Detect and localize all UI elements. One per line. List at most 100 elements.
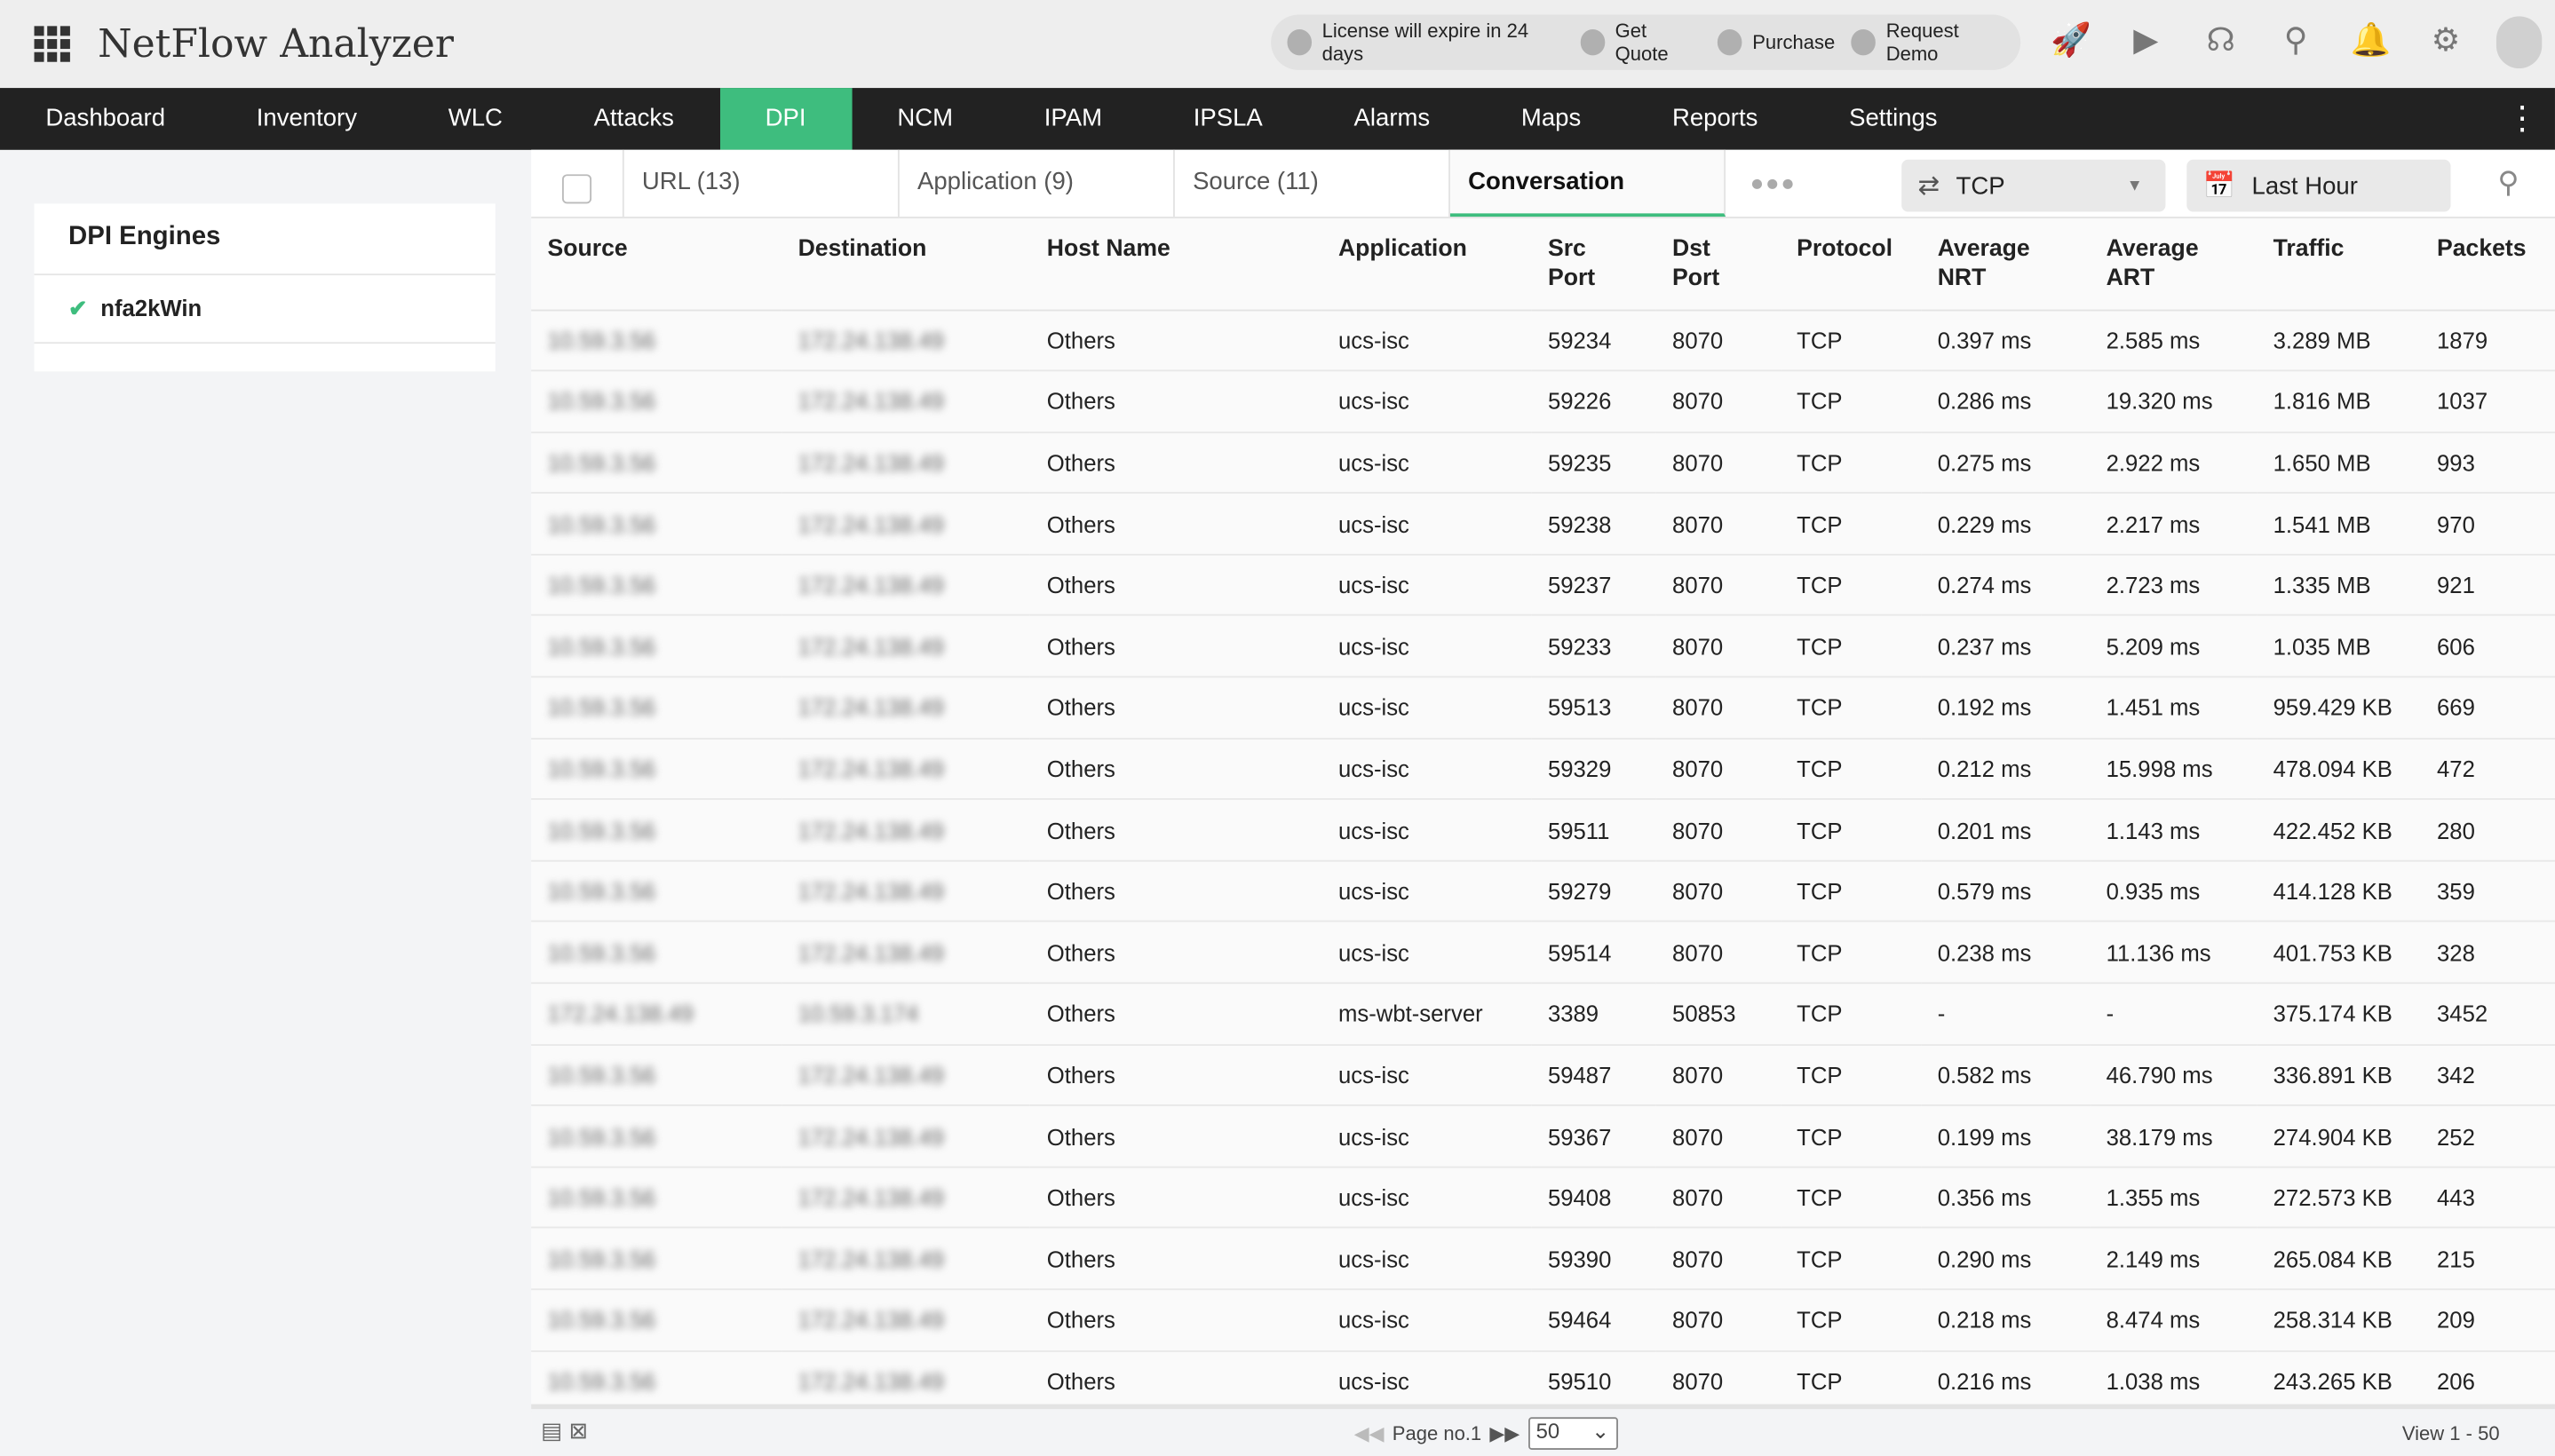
table-row[interactable]: 10.59.3.56 172.24.138.49 Others ucs-isc 5951… <box>531 799 2555 862</box>
table-row[interactable]: 10.59.3.56 172.24.138.49 Others ucs-isc 5951… <box>531 1350 2555 1413</box>
tab-application[interactable]: Application (9) <box>900 149 1175 218</box>
table-row[interactable]: 10.59.3.56 172.24.138.49 Others ucs-isc 5923… <box>531 554 2555 617</box>
nav-dashboard[interactable]: Dashboard <box>45 104 166 132</box>
cell-traffic: 1.541 MB <box>2257 493 2421 556</box>
cell-host-name: Others <box>1030 1167 1322 1230</box>
cell-dst-port: 50853 <box>1655 983 1781 1046</box>
main-panel: URL (13) Application (9) Source (11) Con… <box>531 149 2555 1456</box>
table-row[interactable]: 10.59.3.56 172.24.138.49 Others ucs-isc 5927… <box>531 860 2555 923</box>
column-header[interactable]: Source <box>531 218 782 311</box>
cell-average-art: 2.723 ms <box>2090 554 2257 617</box>
cell-protocol: TCP <box>1780 738 1922 801</box>
nav-alarms[interactable]: Alarms <box>1353 104 1431 132</box>
cell-destination: 10.59.3.174 <box>782 983 1031 1046</box>
next-page-icon[interactable]: ▶▶ <box>1489 1421 1520 1445</box>
table-row[interactable]: 10.59.3.56 172.24.138.49 Others ucs-isc 5951… <box>531 677 2555 740</box>
column-header[interactable]: Protocol <box>1780 218 1922 311</box>
cell-source: 10.59.3.56 <box>531 1350 782 1413</box>
table-row[interactable]: 10.59.3.56 172.24.138.49 Others ucs-isc 5951… <box>531 922 2555 985</box>
bell-icon[interactable]: 🔔 <box>2350 22 2392 59</box>
column-header[interactable]: Average NRT <box>1921 218 2091 311</box>
table-row[interactable]: 10.59.3.56 172.24.138.49 Others ucs-isc 5922… <box>531 370 2555 433</box>
cell-dst-port: 8070 <box>1655 370 1781 433</box>
cell-source: 10.59.3.56 <box>531 431 782 495</box>
table-row[interactable]: 10.59.3.56 172.24.138.49 Others ucs-isc 5940… <box>531 1167 2555 1230</box>
presentation-icon[interactable]: ▶ <box>2133 22 2159 59</box>
rocket-icon[interactable]: 🚀 <box>2051 22 2091 59</box>
cell-destination: 172.24.138.49 <box>782 1105 1031 1168</box>
select-all-checkbox[interactable] <box>531 149 624 218</box>
tab-url[interactable]: URL (13) <box>624 149 900 218</box>
tab-conversation[interactable]: Conversation <box>1449 149 1726 218</box>
nav-wlc[interactable]: WLC <box>448 104 503 132</box>
cell-application: ucs-isc <box>1321 370 1532 433</box>
prev-page-icon[interactable]: ◀◀ <box>1353 1421 1385 1445</box>
nav-ipsla[interactable]: IPSLA <box>1193 104 1263 132</box>
protocol-value: TCP <box>1956 171 2005 200</box>
column-header[interactable]: Dst Port <box>1655 218 1781 311</box>
tab-source[interactable]: Source (11) <box>1175 149 1450 218</box>
cell-dst-port: 8070 <box>1655 738 1781 801</box>
cell-average-nrt: 0.199 ms <box>1921 1105 2091 1168</box>
nav-maps[interactable]: Maps <box>1520 104 1582 132</box>
column-header[interactable]: Src Port <box>1531 218 1656 311</box>
table-row[interactable]: 10.59.3.56 172.24.138.49 Others ucs-isc 5946… <box>531 1289 2555 1352</box>
request-demo-link[interactable]: Request Demo <box>1885 20 1959 66</box>
excel-export-icon[interactable]: ⊠ <box>568 1417 589 1444</box>
cell-source: 10.59.3.56 <box>531 1105 782 1168</box>
cart-icon <box>1718 29 1743 56</box>
column-header[interactable]: Packets <box>2420 218 2555 311</box>
purchase-link[interactable]: Purchase <box>1752 30 1836 54</box>
cell-average-nrt: 0.218 ms <box>1921 1289 2091 1352</box>
cell-host-name: Others <box>1030 493 1322 556</box>
column-header[interactable]: Application <box>1321 218 1532 311</box>
get-quote-link[interactable]: Get Quote <box>1615 20 1669 66</box>
table-row[interactable]: 10.59.3.56 172.24.138.49 Others ucs-isc 5923… <box>531 309 2555 372</box>
table-row[interactable]: 10.59.3.56 172.24.138.49 Others ucs-isc 5923… <box>531 431 2555 495</box>
table-row[interactable]: 10.59.3.56 172.24.138.49 Others ucs-isc 5923… <box>531 615 2555 678</box>
cell-host-name: Others <box>1030 738 1322 801</box>
nav-settings[interactable]: Settings <box>1849 104 1938 132</box>
cell-average-nrt: 0.229 ms <box>1921 493 2091 556</box>
nav-dpi[interactable]: DPI <box>719 88 852 150</box>
cell-protocol: TCP <box>1780 1167 1922 1230</box>
column-header[interactable]: Host Name <box>1030 218 1322 311</box>
nav-reports[interactable]: Reports <box>1671 104 1758 132</box>
cell-source: 10.59.3.56 <box>531 922 782 985</box>
license-text[interactable]: License will expire in 24 days <box>1321 20 1529 66</box>
column-header[interactable]: Average ART <box>2090 218 2257 311</box>
time-select[interactable]: 📅 Last Hour <box>2186 159 2451 212</box>
app-grid-icon[interactable] <box>34 26 70 62</box>
gear-icon[interactable]: ⚙ <box>2431 22 2461 59</box>
column-header[interactable]: Traffic <box>2257 218 2421 311</box>
cell-destination: 172.24.138.49 <box>782 1350 1031 1413</box>
more-tabs-icon[interactable]: ●●● <box>1750 169 1797 196</box>
nav-ipam[interactable]: IPAM <box>1043 104 1103 132</box>
nav-inventory[interactable]: Inventory <box>256 104 357 132</box>
protocol-select[interactable]: ⇄ TCP ▼ <box>1901 159 2166 212</box>
panel-title: DPI Engines <box>34 203 496 276</box>
table-row[interactable]: 10.59.3.56 172.24.138.49 Others ucs-isc 5932… <box>531 738 2555 801</box>
cell-protocol: TCP <box>1780 677 1922 740</box>
cell-application: ms-wbt-server <box>1321 983 1532 1046</box>
cell-average-art: 46.790 ms <box>2090 1044 2257 1107</box>
nav-attacks[interactable]: Attacks <box>593 104 674 132</box>
headset-icon[interactable]: ☊ <box>2206 22 2236 59</box>
table-row[interactable]: 10.59.3.56 172.24.138.49 Others ucs-isc 5948… <box>531 1044 2555 1107</box>
table-row[interactable]: 10.59.3.56 172.24.138.49 Others ucs-isc 5939… <box>531 1228 2555 1291</box>
engine-item[interactable]: ✔ nfa2kWin <box>34 275 496 344</box>
csv-export-icon[interactable]: ▤ <box>541 1417 563 1444</box>
cell-packets: 970 <box>2420 493 2555 556</box>
table-search-icon[interactable]: ⚲ <box>2497 166 2519 199</box>
more-menu-icon[interactable]: ⋮ <box>2505 100 2539 138</box>
table-row[interactable]: 10.59.3.56 172.24.138.49 Others ucs-isc 5936… <box>531 1105 2555 1168</box>
cell-protocol: TCP <box>1780 431 1922 495</box>
cell-traffic: 401.753 KB <box>2257 922 2421 985</box>
table-row[interactable]: 172.24.138.49 10.59.3.174 Others ms-wbt-ser… <box>531 983 2555 1046</box>
column-header[interactable]: Destination <box>782 218 1031 311</box>
page-size-select[interactable]: 50 ⌄ <box>1527 1417 1618 1450</box>
nav-ncm[interactable]: NCM <box>897 104 954 132</box>
avatar[interactable] <box>2495 16 2543 69</box>
search-icon[interactable]: ⚲ <box>2283 22 2308 59</box>
table-row[interactable]: 10.59.3.56 172.24.138.49 Others ucs-isc 5923… <box>531 493 2555 556</box>
